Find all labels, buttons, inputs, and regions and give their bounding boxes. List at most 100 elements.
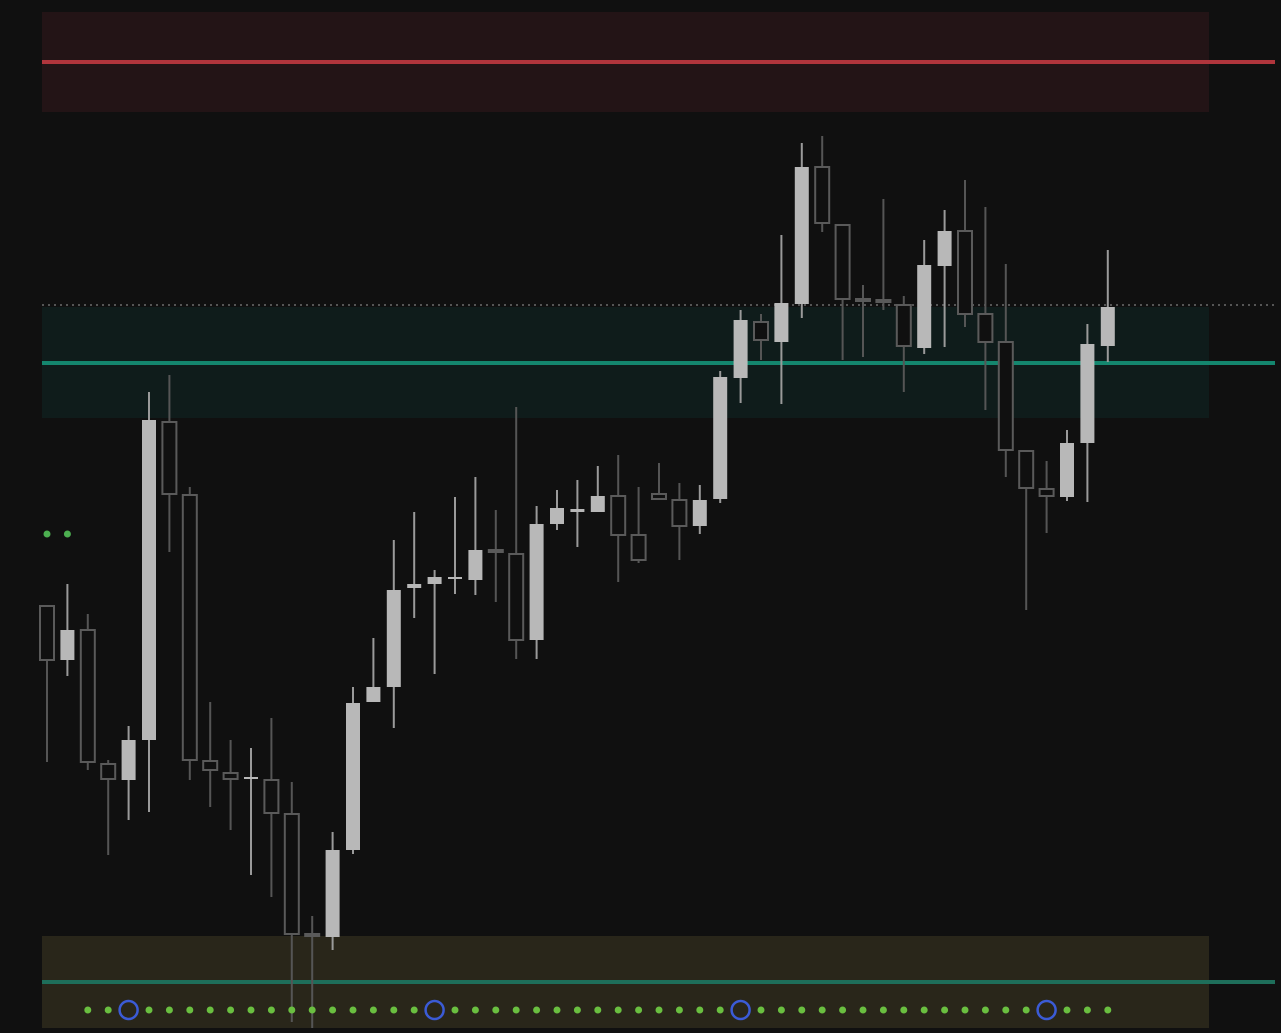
- candle-body: [550, 508, 564, 524]
- signal-dot: [941, 1006, 949, 1014]
- signal-dot: [1104, 1006, 1112, 1014]
- signal-dot: [900, 1006, 908, 1014]
- signal-dot: [594, 1006, 602, 1014]
- candle-body: [448, 577, 462, 579]
- candle-body: [39, 605, 55, 661]
- signal-dot: [227, 1006, 235, 1014]
- signal-ring: [730, 999, 751, 1021]
- candle-body: [202, 760, 219, 771]
- candle-body: [630, 534, 647, 561]
- signal-dot: [553, 1006, 561, 1014]
- signal-dot: [1022, 1006, 1030, 1014]
- signal-dot: [247, 1006, 255, 1014]
- candle-body: [794, 167, 809, 304]
- signal-dot: [777, 1006, 785, 1014]
- signal-dot: [369, 1006, 377, 1014]
- signal-ring: [118, 999, 139, 1021]
- signal-dot: [818, 1006, 826, 1014]
- signal-dot: [920, 1006, 928, 1014]
- candle-body: [937, 231, 952, 266]
- signal-dot: [186, 1006, 194, 1014]
- signal-dot: [512, 1006, 520, 1014]
- candle-body: [304, 933, 321, 937]
- signal-dot: [390, 1006, 398, 1014]
- candle-body: [529, 524, 544, 640]
- candle-body: [263, 779, 280, 814]
- candle-body: [181, 494, 198, 761]
- candle-body: [977, 313, 994, 343]
- signal-dot: [961, 1006, 969, 1014]
- candle-body: [855, 298, 871, 302]
- candle-body: [895, 304, 912, 347]
- signal-dot: [655, 1006, 663, 1014]
- signal-dot: [145, 1006, 153, 1014]
- candle-body: [671, 499, 688, 527]
- signal-dot: [533, 1006, 541, 1014]
- signal-dot: [104, 1006, 112, 1014]
- candle-body: [1080, 344, 1095, 443]
- candle-body: [60, 630, 75, 660]
- candle-body: [283, 813, 300, 935]
- signal-dot: [879, 1006, 887, 1014]
- signal-dot: [288, 1006, 296, 1014]
- signal-dot: [1002, 1006, 1010, 1014]
- candle-body: [79, 629, 96, 763]
- candle-body: [325, 850, 340, 937]
- signal-dot: [635, 1006, 643, 1014]
- signal-dot: [329, 1006, 337, 1014]
- candle-body: [570, 509, 585, 512]
- signal-dot: [43, 530, 51, 538]
- candle-body: [651, 493, 667, 500]
- candle-body: [875, 299, 892, 303]
- signal-dot: [267, 1006, 275, 1014]
- signal-dot: [757, 1006, 765, 1014]
- candle-body: [1038, 488, 1055, 497]
- candle-body: [386, 590, 401, 687]
- candle-body: [407, 584, 422, 588]
- signal-dot: [471, 1006, 479, 1014]
- signal-dot: [573, 1006, 581, 1014]
- candle-body: [774, 303, 789, 342]
- candle-body: [100, 763, 117, 780]
- candle-body: [753, 321, 769, 341]
- signal-dot: [798, 1006, 806, 1014]
- signal-dot: [63, 530, 71, 538]
- signal-dot: [308, 1006, 316, 1014]
- signal-dot: [981, 1006, 989, 1014]
- signal-dot: [451, 1006, 459, 1014]
- candle-body: [161, 421, 178, 495]
- candle-body: [427, 577, 442, 584]
- candle-body: [692, 500, 707, 526]
- candle-body: [733, 320, 748, 378]
- signal-dot: [696, 1006, 704, 1014]
- candle-body: [121, 740, 136, 780]
- candle-body: [997, 341, 1014, 451]
- signal-dot: [349, 1006, 357, 1014]
- signal-ring: [424, 999, 445, 1021]
- signal-dot: [839, 1006, 847, 1014]
- candle-body: [814, 166, 831, 224]
- candle-body: [142, 420, 156, 740]
- candle-body: [244, 777, 258, 779]
- signal-dot: [675, 1006, 683, 1014]
- candle-body: [487, 549, 504, 553]
- candle-body: [1018, 450, 1035, 489]
- candle-body: [366, 687, 381, 702]
- candle-body: [834, 224, 851, 300]
- signal-dot: [84, 1006, 92, 1014]
- signal-dot: [206, 1006, 214, 1014]
- candle-body: [957, 230, 973, 315]
- candle-body: [346, 703, 360, 850]
- signal-dot: [716, 1006, 724, 1014]
- candle-body: [610, 495, 627, 536]
- signal-dot: [165, 1006, 173, 1014]
- candle-body: [590, 496, 605, 512]
- signal-dot: [859, 1006, 867, 1014]
- candle-body: [713, 377, 728, 499]
- candle-body: [917, 265, 932, 348]
- signal-ring: [1036, 999, 1057, 1021]
- signal-dot: [614, 1006, 622, 1014]
- signal-dot: [1063, 1006, 1071, 1014]
- signal-dot: [410, 1006, 418, 1014]
